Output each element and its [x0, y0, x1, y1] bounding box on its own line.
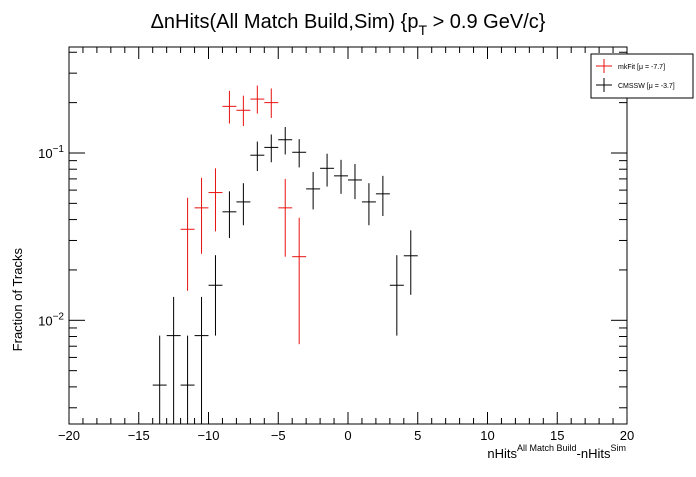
- data-point: [208, 255, 223, 336]
- data-point: [320, 153, 335, 187]
- xlabel-a: nHits: [487, 446, 517, 461]
- data-point: [222, 191, 237, 239]
- chart-title: ΔnHits(All Match Build,Sim) {pT > 0.9 Ge…: [151, 11, 546, 38]
- data-point: [166, 296, 181, 424]
- data-point: [222, 90, 237, 124]
- y-tick-label-exponent: −1: [53, 144, 65, 155]
- legend: mkFit [μ = -7.7] CMSSW [μ = -3.7]: [590, 53, 694, 99]
- y-axis-label: Fraction of Tracks: [10, 248, 25, 352]
- data-point: [250, 85, 265, 114]
- x-tick-label: 15: [550, 428, 564, 443]
- data-point: [278, 178, 293, 257]
- data-point: [236, 183, 251, 226]
- legend-label-mkfit: mkFit [μ = -7.7]: [618, 64, 665, 71]
- x-axis-label: nHitsAll Match Build-nHitsSim: [487, 443, 626, 461]
- legend-label-cmssw: CMSSW [μ = -3.7]: [618, 83, 675, 90]
- y-tick-label: 10−2: [38, 311, 64, 328]
- legend-box: [590, 53, 694, 99]
- plot-frame: [68, 46, 628, 425]
- x-tick-label: 0: [344, 428, 351, 443]
- xlabel-a-sup: All Match Build: [517, 443, 577, 453]
- data-point: [264, 134, 279, 163]
- data-point: [208, 168, 223, 232]
- data-point: [292, 139, 307, 168]
- y-tick-label-exponent: −2: [53, 311, 65, 322]
- data-point: [264, 88, 279, 118]
- data-point: [403, 230, 418, 295]
- data-point: [236, 95, 251, 126]
- x-tick-label: −15: [128, 428, 150, 443]
- data-point: [306, 171, 321, 210]
- xlabel-b-sup: Sim: [611, 443, 627, 453]
- series-cmssw: [152, 126, 418, 424]
- title-main: nHits(All Match Build,Sim) {p: [164, 11, 419, 33]
- data-point: [292, 217, 307, 345]
- title-delta: Δ: [151, 11, 164, 33]
- title-tail: > 0.9 GeV/c}: [427, 11, 546, 33]
- data-point: [194, 177, 209, 254]
- data-point: [180, 335, 195, 424]
- data-point: [375, 175, 390, 217]
- series-mkfit: [180, 85, 307, 345]
- data-point: [152, 335, 167, 424]
- x-tick-label: 10: [480, 428, 494, 443]
- x-tick-label: 20: [620, 428, 634, 443]
- data-point: [250, 141, 265, 172]
- data-point: [389, 255, 404, 336]
- data-point: [180, 197, 195, 291]
- y-tick-label-base: 10: [38, 313, 52, 328]
- data-point: [278, 126, 293, 155]
- x-tick-label: −20: [58, 428, 80, 443]
- y-tick-label-base: 10: [38, 146, 52, 161]
- data-point: [348, 163, 362, 200]
- title-subscript: T: [418, 22, 427, 38]
- x-tick-label: −10: [197, 428, 219, 443]
- data-point: [361, 183, 376, 226]
- x-tick-label: −5: [271, 428, 286, 443]
- xlabel-b: -nHits: [577, 446, 611, 461]
- y-tick-label: 10−1: [38, 144, 64, 161]
- x-tick-label: 5: [414, 428, 421, 443]
- data-point: [334, 159, 348, 194]
- data-point: [194, 296, 209, 424]
